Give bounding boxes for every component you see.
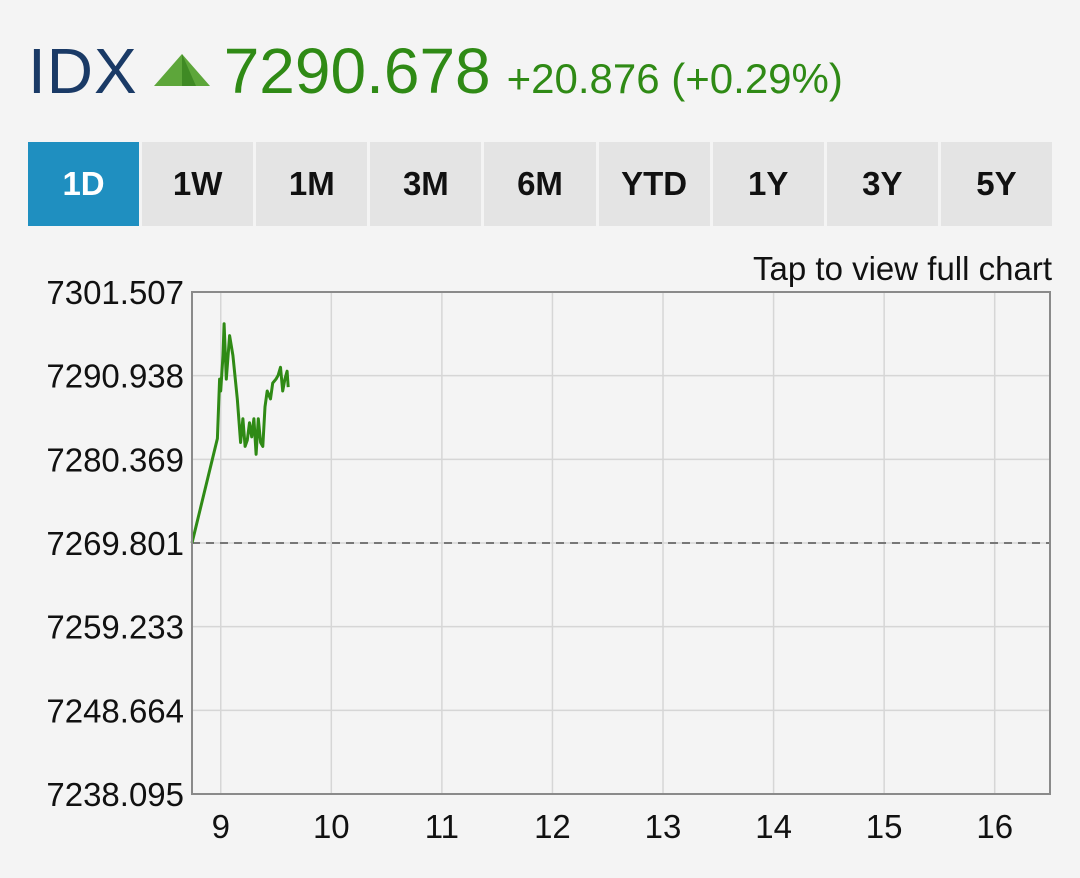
index-symbol: IDX	[28, 35, 138, 107]
x-axis-ticks: 9 10 11 12 13 14 15 16	[212, 808, 1014, 845]
y-tick-label: 7248.664	[46, 692, 184, 729]
x-tick-label: 11	[425, 808, 459, 845]
y-tick-label: 7259.233	[46, 609, 184, 646]
x-tick-label: 12	[534, 808, 571, 845]
price-series	[190, 322, 290, 544]
x-tick-label: 14	[755, 808, 792, 845]
y-tick-label: 7301.507	[46, 274, 184, 311]
y-tick-label: 7290.938	[46, 358, 184, 395]
y-tick-label: 7238.095	[46, 776, 184, 813]
y-tick-label: 7269.801	[46, 525, 184, 562]
tab-6m[interactable]: 6M	[484, 142, 599, 226]
x-tick-label: 15	[866, 808, 903, 845]
tab-1w[interactable]: 1W	[142, 142, 257, 226]
price-line	[190, 322, 290, 544]
y-axis-ticks: 7301.507 7290.938 7280.369 7269.801 7259.233…	[46, 274, 184, 813]
triangle-up-icon	[153, 54, 210, 86]
tab-3m[interactable]: 3M	[370, 142, 485, 226]
x-tick-label: 10	[313, 808, 350, 845]
tab-1d[interactable]: 1D	[28, 142, 143, 226]
y-tick-label: 7280.369	[46, 441, 184, 478]
x-tick-label: 9	[212, 808, 230, 845]
tab-5y[interactable]: 5Y	[940, 142, 1052, 226]
tab-1y[interactable]: 1Y	[712, 142, 827, 226]
x-tick-label: 16	[976, 808, 1013, 845]
plot-frame	[191, 291, 1051, 795]
time-range-tabs: 1D 1W 1M 3M 6M YTD 1Y 3Y 5Y	[28, 142, 1052, 226]
index-price: 7290.678	[223, 35, 491, 107]
tab-3y[interactable]: 3Y	[826, 142, 941, 226]
index-change: +20.876 (+0.29%)	[506, 55, 843, 102]
view-full-chart-link[interactable]: Tap to view full chart	[753, 250, 1052, 287]
tab-ytd[interactable]: YTD	[598, 142, 713, 226]
tab-1m[interactable]: 1M	[256, 142, 371, 226]
quote-header: IDX 7290.678 +20.876 (+0.29%)	[28, 34, 843, 114]
x-tick-label: 13	[645, 808, 682, 845]
